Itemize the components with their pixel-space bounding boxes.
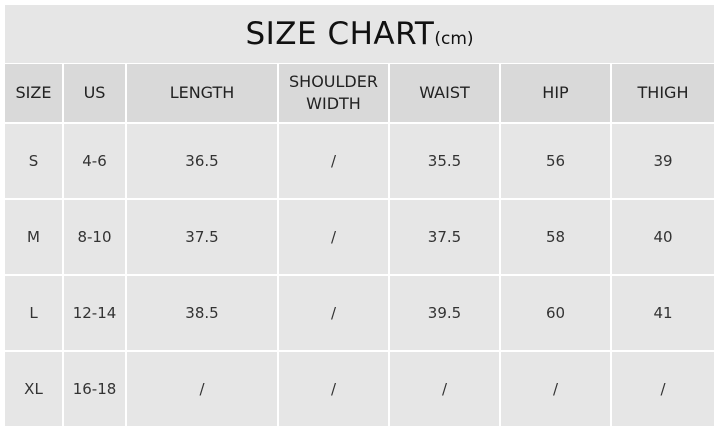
table-row: M 8-10 37.5/37.5 58 40: [5, 198, 714, 276]
table-cell: /: [499, 350, 612, 426]
table-cell: 40: [610, 198, 714, 276]
table-row: S 4-6 36.5/35.5 56 39: [5, 122, 714, 200]
table-cell: /: [277, 274, 390, 352]
table-cell: /: [125, 350, 279, 426]
table-cell: /: [388, 350, 501, 426]
table-cell: 12-14: [62, 274, 127, 352]
table-cell: 35.5: [388, 122, 501, 200]
column-header: SHOULDER WIDTH: [277, 64, 390, 124]
column-header: HIP: [499, 64, 612, 124]
size-chart: SIZE CHART (cm) SIZE US LENGTH SHOULDER WIDT…: [5, 5, 714, 426]
column-header: SIZE: [5, 64, 64, 124]
column-header: US: [62, 64, 127, 124]
chart-title: SIZE CHART (cm): [5, 5, 714, 63]
table-cell: /: [277, 122, 390, 200]
table-cell: /: [610, 350, 714, 426]
table-cell: 38.5: [125, 274, 279, 352]
table-cell: 41: [610, 274, 714, 352]
table-cell: XL: [5, 350, 64, 426]
table-cell: 16-18: [62, 350, 127, 426]
table-cell: M: [5, 198, 64, 276]
table-cell: 60: [499, 274, 612, 352]
table-cell: S: [5, 122, 64, 200]
table-cell: 56: [499, 122, 612, 200]
table-cell: 4-6: [62, 122, 127, 200]
table-cell: 8-10: [62, 198, 127, 276]
table-cell: 37.5: [388, 198, 501, 276]
table-cell: 39: [610, 122, 714, 200]
header-row: SIZE US LENGTH SHOULDER WIDTH WAIST HIP THIGH: [5, 64, 714, 124]
table-cell: /: [277, 198, 390, 276]
table-row: L 12-14 38.5/39.5 60 41: [5, 274, 714, 352]
table-cell: 39.5: [388, 274, 501, 352]
column-header: WAIST: [388, 64, 501, 124]
table-cell: 36.5: [125, 122, 279, 200]
table-cell: 58: [499, 198, 612, 276]
column-header: THIGH: [610, 64, 714, 124]
column-header: LENGTH: [125, 64, 279, 124]
size-table: SIZE US LENGTH SHOULDER WIDTH WAIST HIP THIGH S…: [5, 64, 714, 426]
table-cell: L: [5, 274, 64, 352]
title-unit: (cm): [434, 29, 474, 49]
table-cell: /: [277, 350, 390, 426]
table-row: XL 16-18// / / /: [5, 350, 714, 426]
table-cell: 37.5: [125, 198, 279, 276]
title-text: SIZE CHART: [245, 16, 435, 52]
